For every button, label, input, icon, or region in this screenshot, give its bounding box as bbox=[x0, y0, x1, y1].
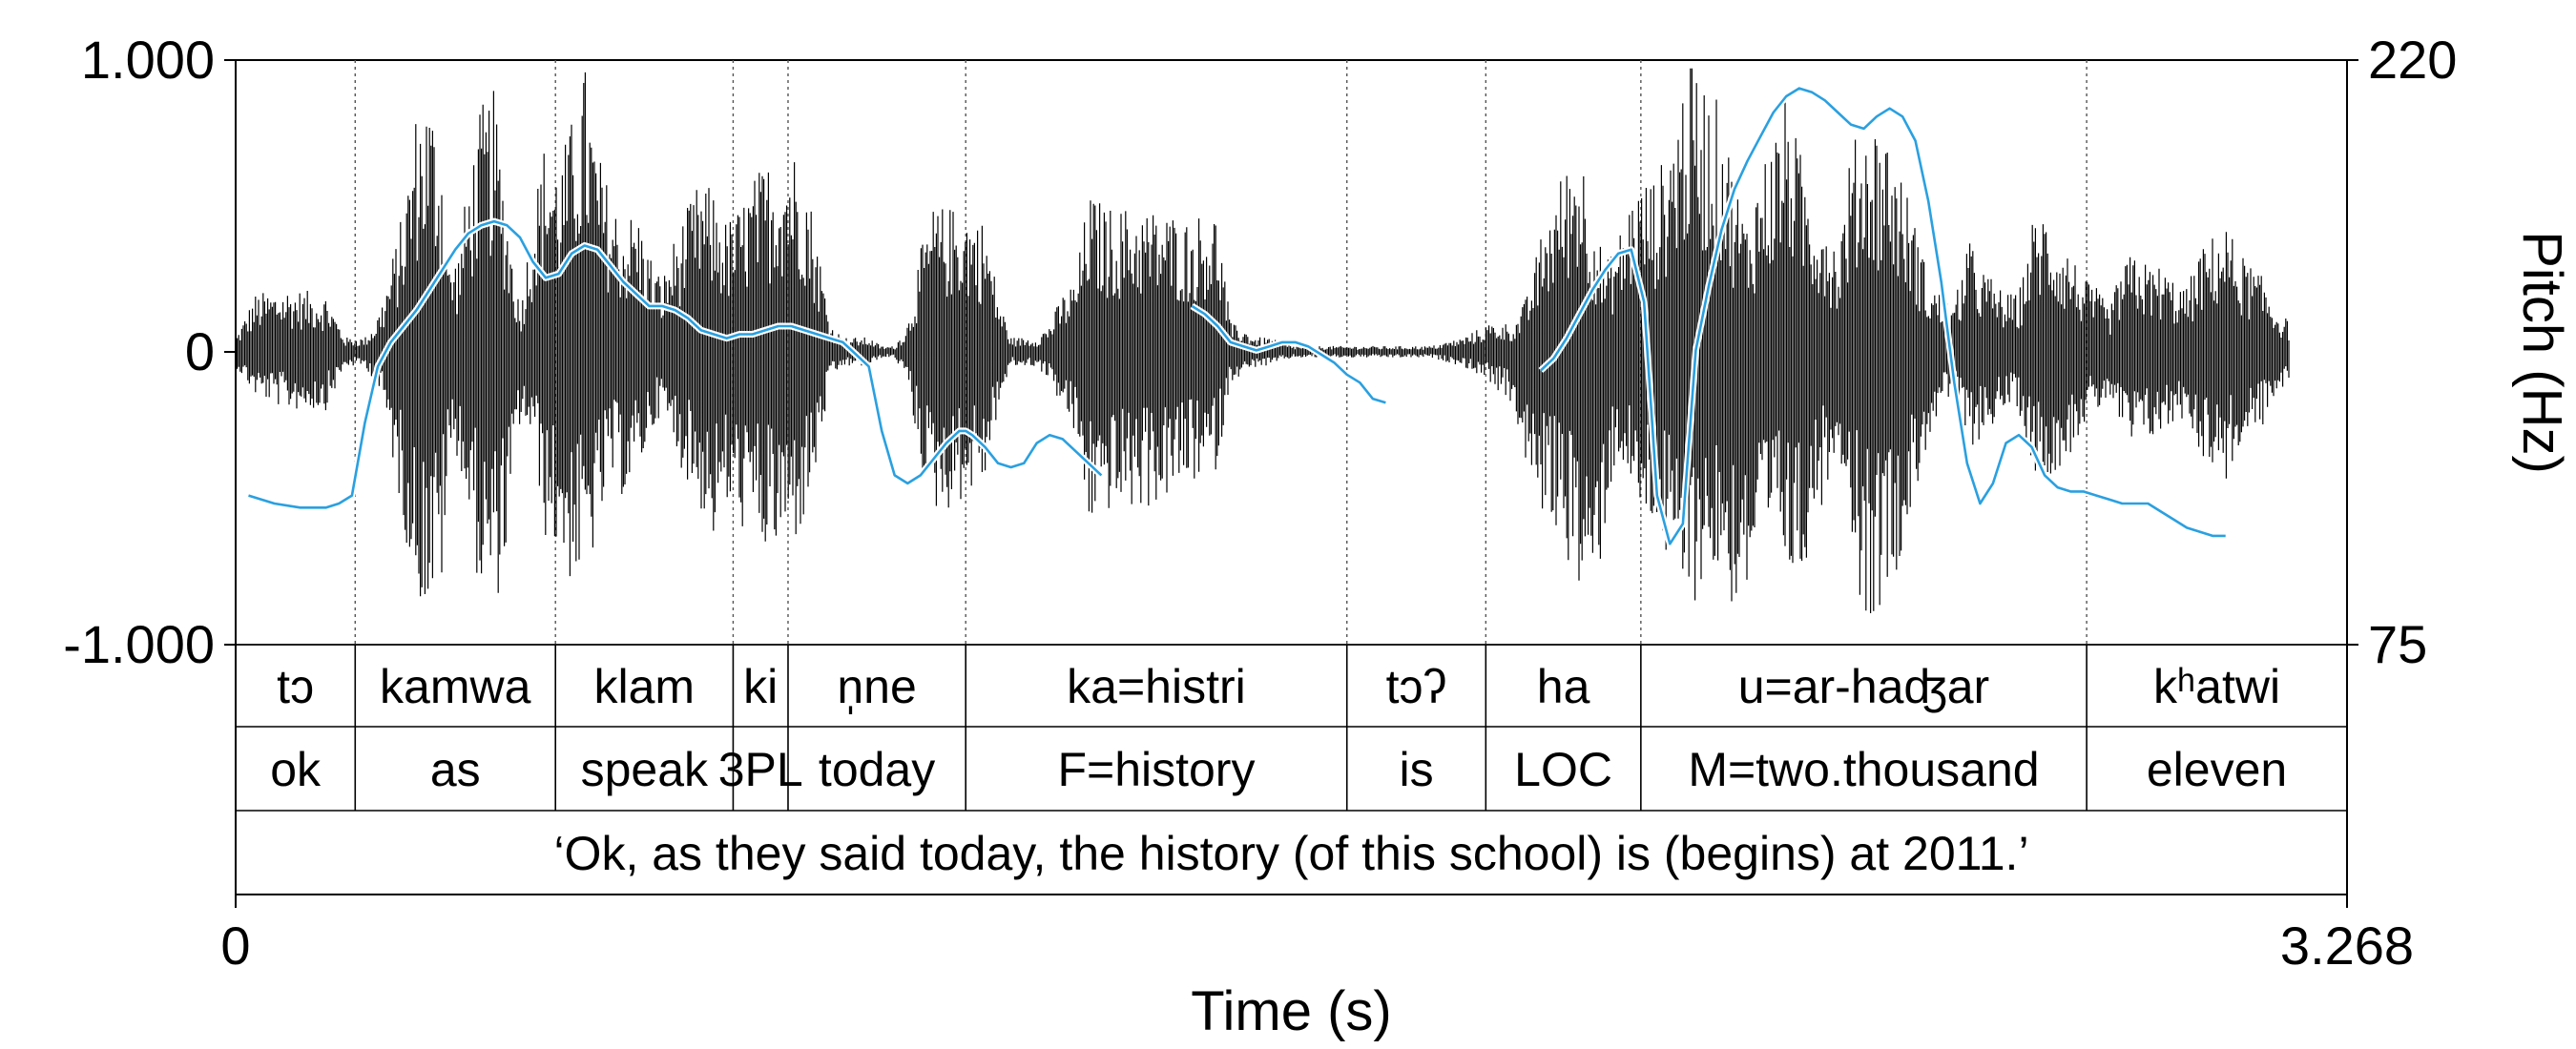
tier-gloss-label: 3PL bbox=[718, 743, 803, 796]
tier-gloss-label: today bbox=[819, 743, 935, 796]
pitch-layer bbox=[247, 85, 2226, 547]
tier-ipa-label: ha bbox=[1537, 660, 1590, 713]
tier-ipa-label: kʰatwi bbox=[2153, 660, 2280, 713]
tier-ipa-label: u=ar-haʤar bbox=[1738, 660, 1990, 713]
tier-layer: tɔ kamwa klam ki n̩ne ka=histri tɔʔ ha u=ar-haʤa… bbox=[236, 644, 2347, 880]
tier-gloss-label: M=two.thousand bbox=[1688, 743, 2039, 796]
axis-layer: 1.000 0 -1.000 220 75 Pitch (Hz) 0 3.268 Time (s… bbox=[63, 30, 2573, 1042]
tier-ipa-label: klam bbox=[594, 660, 696, 713]
grid-layer bbox=[354, 60, 2088, 645]
tier-ipa-label: kamwa bbox=[380, 660, 531, 713]
tier-gloss-label: speak bbox=[581, 743, 709, 796]
right-tick-label: 75 bbox=[2368, 614, 2427, 674]
tier-ipa-label: tɔ bbox=[277, 660, 314, 713]
tier-gloss-label: ok bbox=[270, 743, 322, 796]
tier-ipa-label: n̩ne bbox=[837, 660, 916, 714]
right-tick-label: 220 bbox=[2368, 30, 2457, 90]
tier-gloss-label: is bbox=[1399, 743, 1433, 796]
right-axis-title: Pitch (Hz) bbox=[2511, 231, 2573, 474]
tier-gloss-label: as bbox=[430, 743, 481, 796]
waveform-layer bbox=[235, 68, 2290, 613]
plot-frame bbox=[235, 59, 2348, 895]
left-tick-label: 1.000 bbox=[81, 30, 215, 90]
tier-gloss-label: eleven bbox=[2147, 743, 2287, 796]
waveform-trace bbox=[235, 68, 2290, 613]
tier-ipa-label: ki bbox=[743, 660, 778, 713]
tier-gloss-label: LOC bbox=[1514, 743, 1612, 796]
x-axis-title: Time (s) bbox=[1191, 980, 1391, 1042]
left-tick-label: 0 bbox=[185, 321, 215, 381]
bottom-tick-label: 3.268 bbox=[2280, 915, 2414, 976]
pitch-contour-2 bbox=[1191, 304, 1386, 404]
pitch-contour-1 bbox=[248, 219, 1103, 509]
tier-ipa-label: ka=histri bbox=[1067, 660, 1246, 713]
translation-text: ‘Ok, as they said today, the history (of… bbox=[553, 827, 2028, 880]
bottom-tick-label: 0 bbox=[220, 915, 250, 976]
tier-ipa-label: tɔʔ bbox=[1386, 660, 1447, 713]
tier-gloss-label: F=history bbox=[1057, 743, 1255, 796]
plot-layer bbox=[235, 59, 2348, 895]
left-tick-label: -1.000 bbox=[63, 614, 215, 674]
pitch-contour-3 bbox=[1540, 87, 2226, 545]
